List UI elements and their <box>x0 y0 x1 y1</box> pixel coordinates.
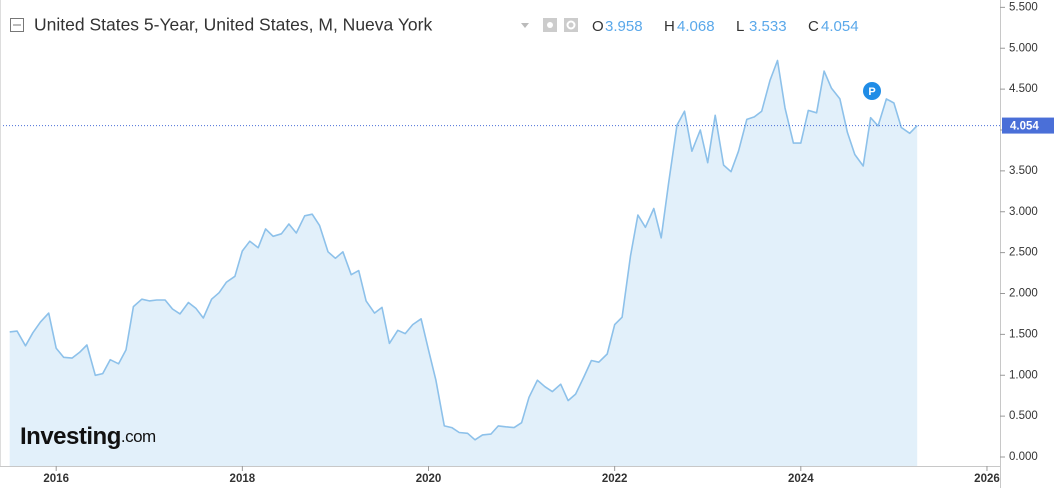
area-fill <box>9 60 918 466</box>
ohlc-readout: O 3.958 H 4.068 L 3.533 C 4.054 <box>592 18 859 35</box>
ohlc-key: H <box>664 18 675 35</box>
ohlc-value: 4.068 <box>677 18 715 35</box>
x-tick-label: 2020 <box>416 473 442 485</box>
ohlc-key: L <box>736 18 744 35</box>
last-price-label: 4.054 <box>1010 121 1039 133</box>
y-axis-panel <box>1000 0 1054 466</box>
event-marker-label: P <box>868 86 875 98</box>
y-tick-label: 1.000 <box>1009 369 1038 381</box>
line <box>9 59 918 441</box>
x-tick-label: 2016 <box>43 473 69 485</box>
x-tick-label: 2024 <box>788 473 814 485</box>
x-tick-label: 2026 <box>974 473 1000 485</box>
y-tick-label: 5.000 <box>1009 42 1038 54</box>
y-tick-label: 2.500 <box>1009 247 1038 259</box>
y-tick-label: 1.500 <box>1009 328 1038 340</box>
y-tick-label: 3.000 <box>1009 206 1038 218</box>
last-price-tag <box>1002 117 1054 134</box>
dropdown-arrow[interactable] <box>521 23 529 28</box>
y-tick-label: 2.000 <box>1009 288 1038 300</box>
ohlc-key: O <box>592 18 604 35</box>
ohlc-key: C <box>808 18 819 35</box>
logo-main: Investing <box>20 423 121 450</box>
eye-icon-pupil <box>547 22 553 28</box>
logo-suffix: .com <box>121 427 156 446</box>
logo: Investing.com <box>20 423 156 450</box>
ohlc-value: 4.054 <box>821 18 859 35</box>
settings-icon[interactable] <box>564 18 578 32</box>
ohlc-value: 3.958 <box>605 18 643 35</box>
x-tick-label: 2018 <box>230 473 256 485</box>
x-tick-label: 2022 <box>602 473 628 485</box>
y-tick-label: 4.500 <box>1009 83 1038 95</box>
settings-icon-gear <box>566 20 576 30</box>
y-tick-label: 0.500 <box>1009 410 1038 422</box>
axes: 0.000 0.500 1.000 1.500 2.000 2.500 3.000 3.500… <box>43 1 1054 485</box>
ohlc-value: 3.533 <box>749 18 787 35</box>
event-marker[interactable] <box>863 82 881 100</box>
y-tick-label: 3.500 <box>1009 165 1038 177</box>
y-tick-label: 0.000 <box>1009 451 1038 463</box>
y-tick-label: 5.500 <box>1009 1 1038 13</box>
chart-title: United States 5-Year, United States, M, … <box>34 15 432 35</box>
plot-area: P <box>0 59 1000 466</box>
